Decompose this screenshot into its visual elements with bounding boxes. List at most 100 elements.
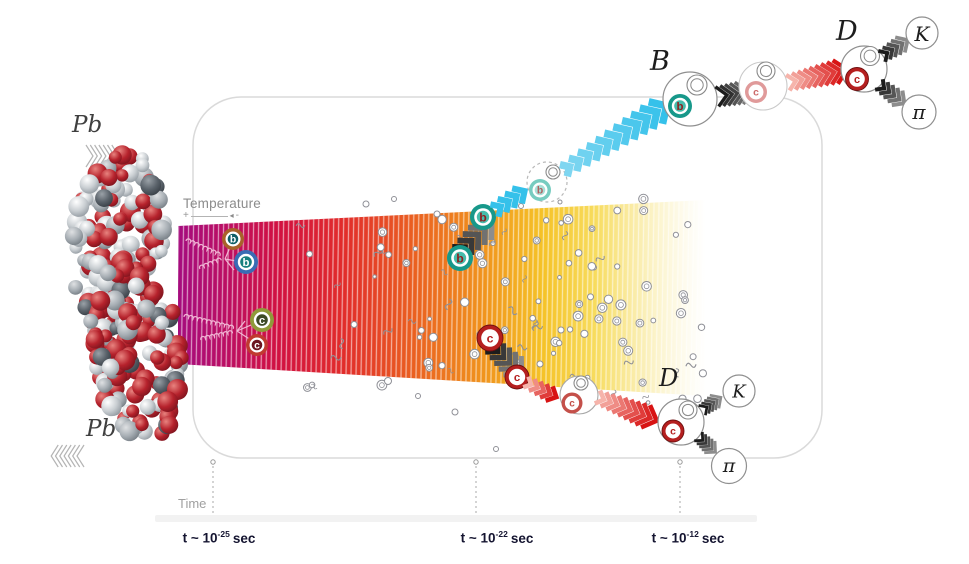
- svg-text:c: c: [254, 341, 260, 352]
- time-marker-dot: [473, 459, 479, 465]
- plasma-particle-squiggle: [501, 228, 507, 236]
- temperature-scale: + ◂ -: [183, 211, 239, 221]
- c-quark-badge-faded: c: [745, 81, 767, 103]
- d-meson-top-label: D: [836, 16, 858, 47]
- plasma-particle-squiggle: [447, 368, 454, 374]
- stray-particle: [391, 196, 397, 202]
- d-meson-bottom-label: D: [659, 364, 679, 392]
- plasma-particle-squiggle: [685, 362, 697, 368]
- plasma-particle-squiggle: [295, 223, 306, 229]
- kaon-bottom-circle: [722, 374, 756, 408]
- stray-particle: [518, 203, 524, 209]
- c-quark-badge: c: [845, 67, 869, 91]
- stray-particle: [384, 377, 392, 385]
- b-meson-label: B: [650, 46, 670, 77]
- tick-exponent: -25: [217, 529, 230, 539]
- plasma-particle: [574, 249, 583, 257]
- plasma-particle: [556, 339, 563, 347]
- plasma-particle: [603, 294, 614, 304]
- pion-bottom-circle: [710, 447, 748, 485]
- plasma-particle-squiggle: [642, 395, 649, 399]
- stray-particle: [536, 360, 544, 368]
- svg-text:c: c: [753, 88, 759, 99]
- tick-base: t ~ 10: [182, 530, 218, 546]
- b-antiquark-badge-vertex: b: [234, 250, 258, 274]
- kaon-top-circle: [905, 16, 939, 50]
- plasma-particle-squiggle: [444, 298, 453, 311]
- light-quark-circle: [678, 400, 698, 420]
- temperature-axis-label: Temperature: [183, 196, 261, 211]
- timeline-axis: [155, 459, 757, 522]
- b-quark-badge-faded: b: [529, 179, 551, 201]
- pb-beam-bottom-label: Pb: [86, 416, 117, 442]
- kaon-top-label: K: [914, 22, 930, 46]
- plasma-particle: [580, 329, 589, 338]
- svg-text:b: b: [456, 251, 464, 265]
- plasma-particle: [698, 369, 708, 378]
- c-antiquark-badge-vertex: c: [246, 334, 268, 356]
- plasma-particle-squiggle: [533, 319, 538, 327]
- b-quark-badge-vertex: b: [222, 228, 244, 250]
- plasma-particle-squiggle: [330, 354, 342, 361]
- plasma-particle: [645, 400, 651, 405]
- svg-text:b: b: [537, 186, 543, 197]
- time-tick-3: t ~ 10-12 sec: [652, 529, 725, 546]
- svg-text:b: b: [243, 257, 250, 269]
- plasma-particle-squiggle: [623, 360, 634, 365]
- svg-text:b: b: [677, 101, 684, 113]
- svg-text:b: b: [230, 235, 236, 246]
- plasma-particle-squiggle: [517, 344, 528, 351]
- light-quark-circle: [545, 164, 561, 180]
- plasma-particle: [543, 217, 550, 224]
- plasma-particle-squiggle: [531, 320, 539, 332]
- plasma-particle-squiggle: [311, 383, 318, 390]
- plasma-particle: [650, 317, 657, 324]
- b-quark-badge: b: [470, 204, 496, 230]
- pb-bottom-direction-chevrons: [50, 444, 85, 468]
- plasma-particle: [350, 321, 358, 328]
- time-marker-dot: [210, 459, 216, 465]
- plasma-particle: [697, 323, 706, 331]
- svg-text:c: c: [487, 331, 494, 345]
- plasma-particle: [372, 274, 377, 279]
- gluon-coil: [198, 257, 222, 270]
- tick-base: t ~ 10: [651, 530, 687, 546]
- b-quark-badge: b: [668, 94, 692, 118]
- plasma-particle: [614, 263, 621, 270]
- d-meson-flight-beam-top: [784, 58, 850, 92]
- c-quark-badge: c: [476, 324, 504, 352]
- plasma-particle: [437, 214, 447, 225]
- tick-base: t ~ 10: [460, 530, 496, 546]
- svg-text:c: c: [670, 427, 676, 438]
- plasma-particle: [308, 381, 316, 389]
- light-quark-circle: [756, 61, 776, 81]
- plasma-particle: [376, 243, 385, 252]
- temperature-minus: -: [235, 210, 239, 221]
- gluon-coil: [185, 238, 221, 257]
- d-to-pion-chevrons-bottom: [694, 431, 717, 455]
- plasma-particle: [428, 332, 438, 342]
- gluon-coil: [183, 313, 235, 330]
- plasma-particle: [306, 250, 313, 258]
- svg-text:b: b: [479, 210, 487, 224]
- stray-particle: [557, 199, 563, 205]
- plasma-particle: [587, 293, 594, 301]
- c-quark-badge: c: [561, 392, 583, 414]
- quark-gluon-plasma: [178, 200, 706, 396]
- light-quark-circle: [686, 74, 708, 96]
- temperature-scale-line: [190, 215, 228, 217]
- plasma-particle: [566, 326, 574, 333]
- temperature-plus: +: [183, 210, 189, 221]
- plasma-particle: [557, 275, 562, 280]
- plasma-particle-squiggle: [508, 306, 518, 316]
- svg-text:c: c: [854, 74, 860, 86]
- light-quark-circle: [573, 375, 589, 391]
- c-quark-beam: [593, 389, 660, 430]
- plasma-particle: [565, 259, 573, 267]
- plasma-particle: [385, 251, 392, 258]
- pb-nucleus-bottom: [83, 258, 189, 442]
- c-quark-badge-vertex: c: [250, 308, 274, 332]
- plasma-particle-squiggle: [383, 328, 393, 335]
